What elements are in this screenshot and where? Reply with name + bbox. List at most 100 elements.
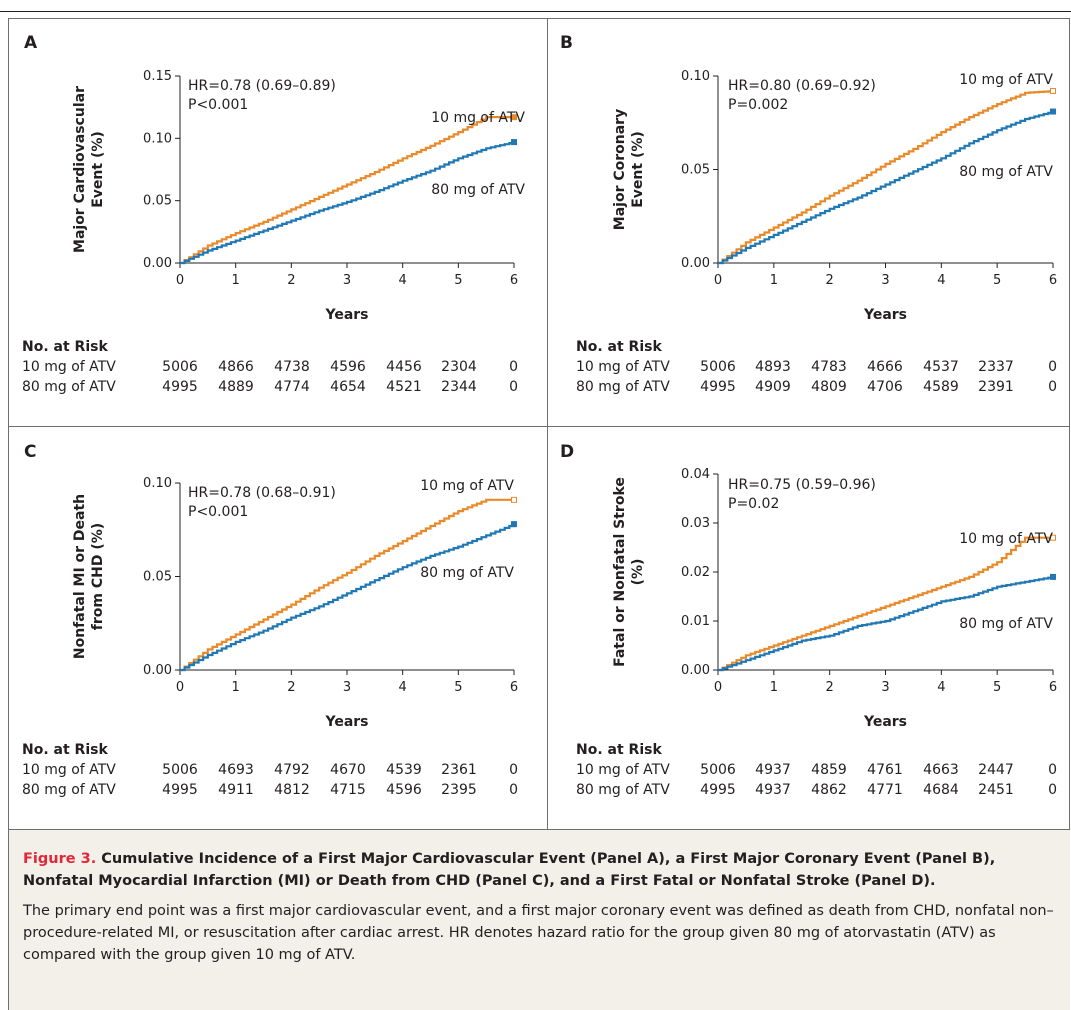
risk-value: 4792 — [274, 762, 310, 778]
risk-value: 4596 — [330, 359, 366, 375]
x-axis-label: Years — [324, 307, 368, 323]
series-line-80mg — [718, 576, 1055, 672]
risk-row-label: 80 mg of ATV — [22, 379, 116, 395]
series-end-marker — [1050, 87, 1056, 94]
hazard-ratio-text: HR=0.75 (0.59–0.96) — [728, 477, 876, 493]
x-tick-label: 0 — [714, 273, 722, 288]
x-tick-label: 4 — [937, 680, 945, 695]
x-tick-label: 0 — [176, 273, 184, 288]
panel-b-chart: B 0.00 0.05 0.10 0 1 2 3 4 5 6 Years Major Coronary E… — [560, 33, 1057, 395]
risk-value: 4771 — [867, 782, 903, 798]
series-end-marker — [1050, 534, 1056, 541]
risk-value: 4663 — [923, 762, 959, 778]
series-label-80mg: 80 mg of ATV — [959, 616, 1053, 632]
risk-value: 4589 — [923, 379, 959, 395]
y-tick-label: 0.00 — [681, 256, 710, 271]
series-line-80mg — [180, 142, 516, 265]
x-tick-label: 2 — [287, 273, 295, 288]
series-line-10mg — [180, 116, 514, 265]
p-value-text: P<0.001 — [188, 504, 248, 520]
risk-row-label: 10 mg of ATV — [576, 762, 670, 778]
x-tick-label: 1 — [232, 273, 240, 288]
risk-value: 4862 — [811, 782, 847, 798]
risk-value: 4859 — [811, 762, 847, 778]
risk-value: 4738 — [274, 359, 310, 375]
series-line-80mg — [180, 524, 516, 672]
series-end-marker — [1050, 108, 1056, 115]
risk-value: 4937 — [755, 782, 791, 798]
risk-value: 4995 — [700, 782, 736, 798]
risk-value: 4909 — [755, 379, 791, 395]
risk-value: 0 — [509, 762, 518, 778]
panel-a-chart: A 0.00 0.05 0.10 0.15 0 1 2 3 4 5 6 Years Major Cardi… — [22, 33, 525, 395]
x-tick-label: 1 — [232, 680, 240, 695]
y-axis-label: Nonfatal MI or Death — [72, 494, 88, 659]
x-tick-label: 6 — [510, 680, 518, 695]
x-tick-label: 2 — [287, 680, 295, 695]
x-tick-label: 4 — [937, 273, 945, 288]
risk-value: 0 — [509, 379, 518, 395]
x-tick-label: 2 — [826, 680, 834, 695]
x-tick-label: 5 — [993, 273, 1001, 288]
series-label-80mg: 80 mg of ATV — [420, 565, 514, 581]
x-tick-label: 6 — [1049, 680, 1057, 695]
caption-title-text: Cumulative Incidence of a First Major Ca… — [23, 851, 996, 889]
risk-row-label: 80 mg of ATV — [22, 782, 116, 798]
risk-value: 4774 — [274, 379, 310, 395]
x-tick-label: 3 — [343, 680, 351, 695]
risk-value: 4654 — [330, 379, 366, 395]
x-axis-label: Years — [863, 307, 907, 323]
risk-value: 4995 — [162, 379, 198, 395]
y-tick-label: 0.10 — [143, 476, 172, 491]
series-label-10mg: 10 mg of ATV — [420, 478, 514, 494]
series-label-10mg: 10 mg of ATV — [959, 72, 1053, 88]
risk-value: 4911 — [218, 782, 254, 798]
series-label-80mg: 80 mg of ATV — [431, 182, 525, 198]
x-tick-label: 6 — [1049, 273, 1057, 288]
series-end-marker — [511, 139, 517, 146]
x-tick-label: 3 — [881, 680, 889, 695]
p-value-text: P=0.02 — [728, 496, 779, 512]
hazard-ratio-text: HR=0.78 (0.68–0.91) — [188, 485, 336, 501]
caption-body: The primary end point was a first major … — [23, 903, 1054, 963]
risk-value: 4539 — [386, 762, 422, 778]
risk-value: 4783 — [811, 359, 847, 375]
panel-letter: D — [560, 442, 574, 462]
x-tick-label: 0 — [176, 680, 184, 695]
figure-caption: Figure 3. Cumulative Incidence of a Firs… — [8, 830, 1070, 1010]
risk-value: 5006 — [700, 762, 736, 778]
y-tick-label: 0.10 — [143, 131, 172, 146]
risk-table-heading: No. at Risk — [22, 742, 108, 758]
series-label-10mg: 10 mg of ATV — [959, 531, 1053, 547]
x-tick-label: 5 — [454, 680, 462, 695]
risk-value: 2304 — [441, 359, 477, 375]
risk-row-label: 80 mg of ATV — [576, 782, 670, 798]
risk-value: 0 — [1048, 379, 1057, 395]
x-axis-label: Years — [863, 714, 907, 730]
risk-value: 4889 — [218, 379, 254, 395]
panel-c-chart: C 0.00 0.05 0.10 0 1 2 3 4 5 6 Years Nonfatal MI or … — [22, 442, 518, 798]
risk-value: 4693 — [218, 762, 254, 778]
y-tick-label: 0.00 — [143, 256, 172, 271]
y-tick-label: 0.04 — [681, 467, 710, 482]
y-axis-label: Event (%) — [90, 131, 106, 208]
y-axis-label: from CHD (%) — [90, 523, 106, 630]
risk-value: 2391 — [978, 379, 1014, 395]
risk-table-heading: No. at Risk — [576, 339, 662, 355]
y-tick-label: 0.03 — [681, 516, 710, 531]
top-rule — [0, 11, 1071, 12]
p-value-text: P=0.002 — [728, 97, 788, 113]
figure-frame — [8, 18, 1070, 830]
series-line-80mg — [718, 111, 1055, 265]
y-tick-label: 0.05 — [143, 570, 172, 585]
x-tick-label: 6 — [510, 273, 518, 288]
risk-value: 0 — [509, 782, 518, 798]
risk-value: 5006 — [162, 359, 198, 375]
y-tick-label: 0.05 — [143, 194, 172, 209]
panel-letter: B — [560, 33, 573, 53]
panel-divider-vertical — [547, 18, 548, 830]
risk-value: 2337 — [978, 359, 1014, 375]
risk-value: 0 — [1048, 359, 1057, 375]
y-axis-label: Event (%) — [630, 131, 646, 208]
risk-value: 2361 — [441, 762, 477, 778]
